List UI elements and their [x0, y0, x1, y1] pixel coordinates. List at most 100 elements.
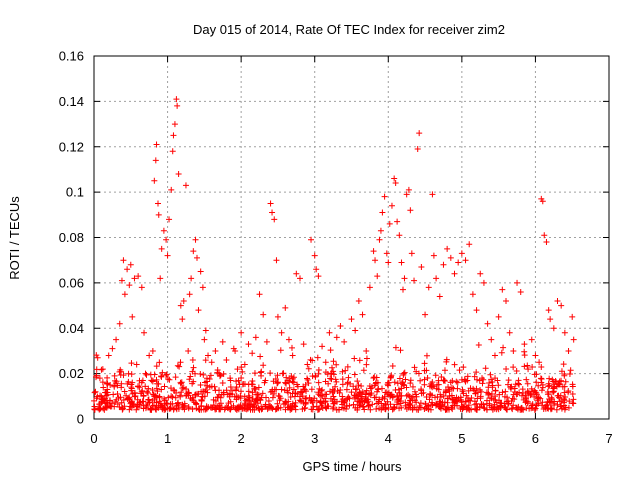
noise-marker: [344, 380, 351, 387]
noise-marker: [267, 370, 274, 377]
noise-marker: [359, 403, 366, 410]
noise-marker: [546, 382, 553, 389]
data-point: [173, 96, 180, 103]
data-point: [455, 259, 462, 266]
noise-marker: [285, 404, 292, 411]
noise-marker: [97, 392, 104, 399]
noise-marker: [509, 395, 516, 402]
data-point: [271, 216, 278, 223]
noise-marker: [294, 383, 301, 390]
noise-marker: [485, 391, 492, 398]
noise-marker: [163, 371, 170, 378]
data-point: [503, 298, 509, 305]
data-point: [447, 254, 454, 261]
noise-marker: [435, 386, 442, 393]
noise-marker: [494, 377, 501, 384]
x-tick-label: 0: [90, 431, 97, 446]
data-point: [234, 366, 241, 373]
noise-marker: [337, 387, 344, 394]
noise-marker: [292, 399, 299, 406]
noise-marker: [402, 399, 409, 406]
noise-marker: [473, 406, 480, 413]
noise-marker: [189, 380, 196, 387]
data-point: [118, 277, 125, 284]
noise-marker: [339, 368, 346, 375]
noise-marker: [449, 377, 456, 384]
noise-marker: [524, 380, 531, 387]
noise-marker: [518, 405, 525, 412]
noise-marker: [152, 405, 159, 412]
data-point: [403, 191, 410, 198]
x-tick-label: 1: [164, 431, 171, 446]
noise-marker: [247, 406, 254, 413]
noise-marker: [553, 406, 560, 413]
noise-marker: [368, 390, 375, 397]
data-point: [174, 102, 181, 109]
noise-marker: [237, 388, 244, 395]
noise-marker: [467, 385, 474, 392]
data-point: [190, 248, 197, 255]
data-point: [484, 320, 491, 327]
noise-marker: [417, 377, 424, 384]
noise-marker: [178, 379, 185, 386]
noise-marker: [423, 352, 430, 359]
noise-marker: [181, 406, 188, 413]
data-point: [179, 316, 186, 323]
data-point: [263, 338, 270, 345]
noise-marker: [498, 349, 505, 356]
noise-marker: [124, 380, 131, 387]
noise-marker: [242, 401, 249, 408]
noise-marker: [555, 392, 562, 399]
data-point: [260, 311, 267, 318]
noise-marker: [558, 377, 565, 384]
data-point: [366, 284, 373, 291]
noise-marker: [290, 386, 297, 393]
data-point: [436, 293, 443, 300]
noise-marker: [162, 372, 169, 379]
noise-marker: [307, 356, 314, 363]
data-point: [170, 132, 177, 139]
noise-marker: [186, 376, 193, 383]
noise-marker: [258, 368, 265, 375]
noise-marker: [421, 381, 428, 388]
noise-marker: [93, 372, 100, 379]
noise-marker: [327, 375, 334, 382]
noise-marker: [533, 402, 540, 409]
data-point: [514, 279, 521, 286]
noise-marker: [308, 386, 315, 393]
data-point: [547, 316, 554, 323]
x-tick-label: 2: [238, 431, 245, 446]
noise-marker: [458, 376, 465, 383]
baseline-noise-markers: [91, 342, 577, 413]
noise-marker: [322, 369, 329, 376]
noise-marker: [223, 387, 230, 394]
data-point: [344, 363, 351, 370]
noise-marker: [319, 400, 326, 407]
noise-marker: [275, 404, 282, 411]
noise-marker: [99, 396, 106, 403]
noise-marker: [216, 387, 223, 394]
y-tick-label: 0.08: [59, 230, 84, 245]
noise-marker: [161, 395, 168, 402]
data-point: [477, 270, 484, 277]
data-point: [138, 284, 145, 291]
data-point: [278, 329, 285, 336]
noise-marker: [187, 373, 194, 380]
noise-marker: [120, 372, 127, 379]
noise-marker: [332, 383, 339, 390]
data-point: [192, 236, 199, 243]
data-point: [142, 370, 149, 377]
noise-marker: [386, 379, 393, 386]
noise-marker: [290, 374, 297, 381]
data-point: [565, 347, 572, 354]
noise-marker: [117, 394, 124, 401]
noise-marker: [153, 376, 160, 383]
noise-marker: [537, 375, 544, 382]
data-point: [133, 361, 140, 368]
noise-marker: [508, 383, 515, 390]
noise-marker: [280, 370, 287, 377]
noise-marker: [328, 376, 335, 383]
data-point: [539, 198, 546, 205]
noise-marker: [200, 371, 207, 378]
noise-marker: [432, 402, 439, 409]
